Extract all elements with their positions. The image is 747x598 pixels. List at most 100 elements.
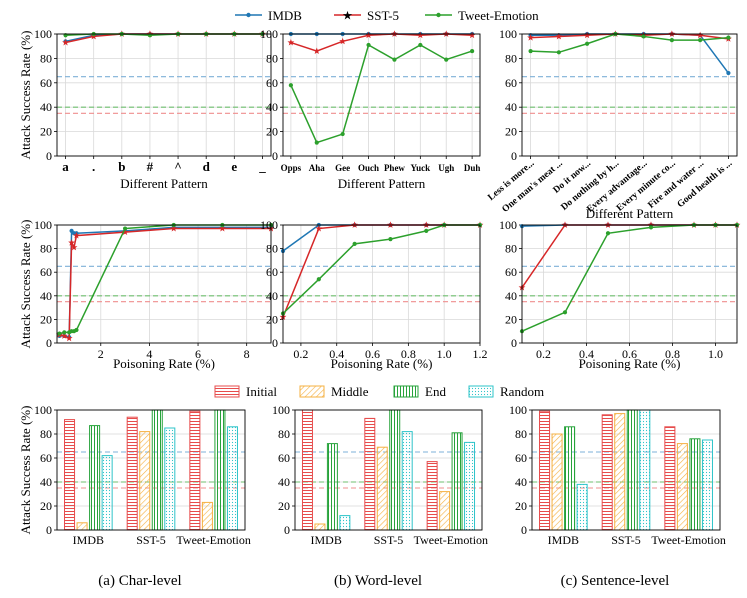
tick-label-x: 2 [98, 347, 104, 361]
tick-label-y: 0 [284, 523, 290, 537]
tick-label-x: SST-5 [611, 533, 641, 547]
tick-label-x: IMDB [310, 533, 341, 547]
data-point-sst5 [65, 334, 73, 342]
tick-label-y: 100 [499, 218, 517, 232]
data-point-sst5 [62, 38, 69, 46]
tick-label-y: 20 [505, 125, 517, 139]
tick-label-y: 40 [505, 289, 517, 303]
data-point-tweet-emotion [57, 331, 62, 336]
bar-initial [301, 409, 313, 531]
data-point-tweet-emotion [392, 57, 397, 62]
tick-label-y: 0 [46, 149, 52, 163]
caption-sentence-level: (c) Sentence-level [561, 573, 670, 589]
chart-sentence-position: 0 20 40 60 80 100 IMDB SST-5 Tweet-Emotion [509, 403, 726, 547]
series-line-sst-5 [290, 33, 473, 52]
data-point-sst5 [60, 332, 68, 339]
legend-swatch-middle [299, 385, 325, 398]
series-line-sst-5 [59, 227, 271, 340]
tick-label-y: 20 [266, 125, 278, 139]
axes-frame [521, 33, 738, 157]
bar-middle [614, 413, 626, 531]
data-point-imdb [726, 70, 731, 76]
series-line-tweet-emotion [530, 33, 729, 54]
axes-frame [282, 33, 481, 157]
data-point-tweet-emotion [562, 310, 568, 315]
data-point-tweet-emotion [528, 48, 533, 54]
axes-frame [56, 224, 272, 344]
bar-middle [201, 501, 213, 531]
bar-random [401, 431, 413, 531]
data-point-tweet-emotion [74, 327, 79, 333]
data-point-sst5 [68, 239, 76, 246]
tick-label-y: 20 [505, 312, 517, 326]
tick-label-x: b [118, 159, 125, 174]
axes-frame [56, 33, 272, 157]
legend-item-end: End [393, 384, 446, 399]
tick-label-y: 80 [40, 242, 52, 256]
tick-label-y: 100 [260, 27, 278, 41]
tick-label-y: 0 [272, 336, 278, 350]
legend-label-imdb: IMDB [268, 8, 302, 23]
tick-label-y: 0 [511, 149, 517, 163]
tick-label-x: 6 [195, 347, 201, 361]
data-point-sst5 [555, 32, 563, 40]
caption-word-level: (b) Word-level [334, 573, 422, 589]
legend-marker-tweet [436, 12, 441, 18]
tick-label-y: 20 [40, 312, 52, 326]
tick-label-x: Gee [335, 163, 350, 173]
data-point-sst5 [315, 224, 323, 232]
bar-middle [76, 522, 88, 531]
bar-initial [126, 416, 138, 531]
series-line-tweet-emotion [282, 224, 480, 315]
chart-sentence-rate: 0 20 40 60 80 100 0.2 0.4 0.6 0.8 1.0 Poisoning Rat… [499, 218, 741, 371]
data-point-tweet-emotion [585, 41, 590, 46]
bar-random [701, 439, 713, 531]
bar-initial [364, 417, 376, 531]
tick-label-y: 20 [266, 312, 278, 326]
tick-label-y: 0 [511, 336, 517, 350]
tick-label-y: 40 [40, 289, 52, 303]
legend-label-random: Random [500, 384, 544, 399]
tick-label-x: Duh [464, 163, 481, 173]
tick-label-x: 0.2 [293, 347, 308, 361]
tick-label-y: 60 [40, 76, 52, 90]
axis-label-y: Attack Success Rate (%) [18, 220, 33, 349]
data-point-sst5 [218, 224, 226, 232]
legend-label-end: End [425, 384, 446, 399]
tick-label-x: . [92, 159, 95, 174]
axes-frame [294, 409, 483, 531]
tick-label-y: 100 [499, 27, 517, 41]
data-point-sst5 [527, 34, 535, 41]
axis-label-x: Poisoning Rate (%) [579, 356, 681, 371]
tick-label-y: 60 [278, 451, 290, 465]
series-line-tweet-emotion [290, 43, 473, 144]
bar-initial [426, 461, 438, 531]
tick-label-x: 1.0 [437, 347, 452, 361]
tick-label-x: Tweet-Emotion [176, 533, 250, 547]
bar-end [89, 425, 101, 531]
tick-label-x: IMDB [548, 533, 579, 547]
legend-swatch-initial [214, 385, 240, 398]
bar-random [639, 409, 651, 531]
tick-label-x: SST-5 [136, 533, 166, 547]
data-point-tweet-emotion [556, 50, 561, 55]
bar-end [389, 409, 401, 531]
data-point-sst5 [73, 232, 80, 239]
tick-label-x: Less is more... [486, 159, 536, 203]
tick-label-y: 80 [505, 51, 517, 65]
data-point-tweet-emotion [366, 42, 371, 48]
data-point-tweet-emotion [641, 34, 646, 39]
tick-label-x: 0.2 [536, 347, 551, 361]
tick-label-y: 100 [272, 403, 290, 417]
legend-label-initial: Initial [246, 384, 277, 399]
tick-label-x: a [62, 159, 69, 174]
caption-char-level: (a) Char-level [98, 573, 181, 589]
tick-label-y: 60 [40, 451, 52, 465]
tick-label-x: 0.6 [365, 347, 380, 361]
axis-label-x: Different Pattern [586, 206, 674, 221]
tick-label-y: 40 [266, 100, 278, 114]
bar-random [164, 427, 176, 531]
legend-swatch-random [468, 385, 494, 398]
legend-marker-imdb [246, 12, 251, 18]
